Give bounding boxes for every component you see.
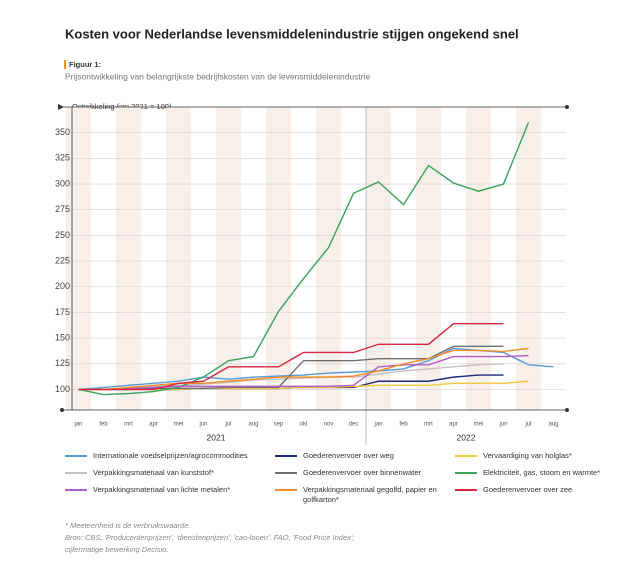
y-tick-label: 150 — [55, 332, 70, 342]
footnote: * Meeteenheid is de verbruikswaarde. — [65, 521, 191, 530]
legend-item: Internationale voedselprijzen/agrocommod… — [65, 451, 250, 461]
x-tick-label: jan — [373, 422, 382, 428]
legend-swatch — [455, 489, 477, 491]
band — [466, 107, 491, 410]
x-tick-label: sep — [274, 422, 284, 428]
year-label: 2021 — [207, 432, 226, 442]
x-tick-label: apr — [149, 422, 158, 428]
axis-dot — [60, 408, 64, 412]
series-line — [78, 347, 529, 391]
legend-label: Goederenvervoer over weg — [303, 451, 394, 460]
band — [266, 107, 291, 410]
year-label: 2022 — [457, 432, 476, 442]
y-tick-label: 325 — [55, 153, 70, 163]
legend-swatch — [455, 455, 477, 457]
x-tick-label: jun — [498, 422, 507, 428]
legend-item: Verpakkingsmateriaal van kunststof* — [65, 468, 250, 478]
legend-item: Vervaardiging van holglas* — [455, 451, 640, 461]
footnote: cijfermatige bewerking Decisio. — [65, 545, 169, 554]
legend-item: Elektriciteit, gas, stoom en warmte* — [455, 468, 640, 478]
x-tick-label: mei — [174, 422, 184, 428]
legend-label: Verpakkingsmateriaal gegolfd, papier en … — [303, 485, 437, 504]
x-tick-label: jan — [73, 422, 82, 428]
legend-label: Goederenvervoer over binnenwater — [303, 468, 421, 477]
y-tick-label: 200 — [55, 281, 70, 291]
footnote: Bron: CBS; 'Producentenprijzen', 'dienst… — [65, 533, 355, 542]
x-tick-label: apr — [449, 422, 458, 428]
y-axis-label: Ontwikkeling (jan 2021 = 100) — [72, 102, 172, 111]
legend-item: Verpakkingsmateriaal van lichte metalen* — [65, 485, 250, 495]
legend-item: Goederenvervoer over weg — [275, 451, 440, 461]
x-tick-label: mei — [474, 422, 484, 428]
x-tick-label: feb — [99, 422, 108, 428]
legend-item: Goederenvervoer over binnenwater — [275, 468, 440, 478]
series-line — [78, 354, 529, 391]
x-tick-label: dec — [349, 422, 359, 428]
x-tick-label: mrt — [424, 422, 433, 428]
y-tick-label: 300 — [55, 178, 70, 188]
series-line — [78, 122, 530, 396]
band — [216, 107, 241, 410]
subtitle: Prijsontwikkeling van belangrijkste bedr… — [65, 71, 370, 81]
series-line — [78, 363, 504, 391]
x-tick-label: nov — [324, 422, 334, 428]
legend-swatch — [65, 472, 87, 474]
x-tick-label: okt — [299, 422, 307, 428]
axis-dot — [565, 408, 569, 412]
band — [516, 107, 541, 410]
y-tick-label: 275 — [55, 204, 70, 214]
figure-marker — [64, 60, 66, 69]
y-tick-label: 175 — [55, 307, 70, 317]
x-tick-label: aug — [548, 422, 558, 428]
band — [166, 107, 191, 410]
band — [66, 107, 91, 410]
axis-arrow — [58, 104, 64, 110]
legend-item: Goederenvervoer over zee — [455, 485, 640, 495]
legend-label: Goederenvervoer over zee — [483, 485, 573, 494]
x-tick-label: feb — [399, 422, 408, 428]
x-tick-label: jul — [524, 422, 531, 428]
legend-swatch — [275, 489, 297, 491]
legend-swatch — [455, 472, 477, 474]
legend-swatch — [65, 455, 87, 457]
figure-label: Figuur 1: — [69, 60, 101, 69]
x-tick-label: aug — [248, 422, 258, 428]
y-tick-label: 100 — [55, 384, 70, 394]
legend-label: Internationale voedselprijzen/agrocommod… — [93, 451, 248, 460]
band — [116, 107, 141, 410]
x-tick-label: mrt — [124, 422, 133, 428]
legend-swatch — [275, 472, 297, 474]
legend-label: Verpakkingsmateriaal van kunststof* — [93, 468, 214, 477]
legend-label: Verpakkingsmateriaal van lichte metalen* — [93, 485, 231, 494]
series-line — [78, 323, 504, 391]
band — [366, 107, 391, 410]
legend-swatch — [65, 489, 87, 491]
band — [416, 107, 441, 410]
y-tick-label: 250 — [55, 230, 70, 240]
y-tick-label: 350 — [55, 127, 70, 137]
y-tick-label: 125 — [55, 358, 70, 368]
x-tick-label: jun — [198, 422, 207, 428]
axis-dot — [565, 105, 569, 109]
y-tick-label: 225 — [55, 255, 70, 265]
legend-label: Vervaardiging van holglas* — [483, 451, 572, 460]
legend-item: Verpakkingsmateriaal gegolfd, papier en … — [275, 485, 440, 505]
x-tick-label: jul — [224, 422, 231, 428]
legend-swatch — [275, 455, 297, 457]
chart-title: Kosten voor Nederlandse levensmiddelenin… — [65, 26, 519, 41]
legend-label: Elektriciteit, gas, stoom en warmte* — [483, 468, 601, 477]
